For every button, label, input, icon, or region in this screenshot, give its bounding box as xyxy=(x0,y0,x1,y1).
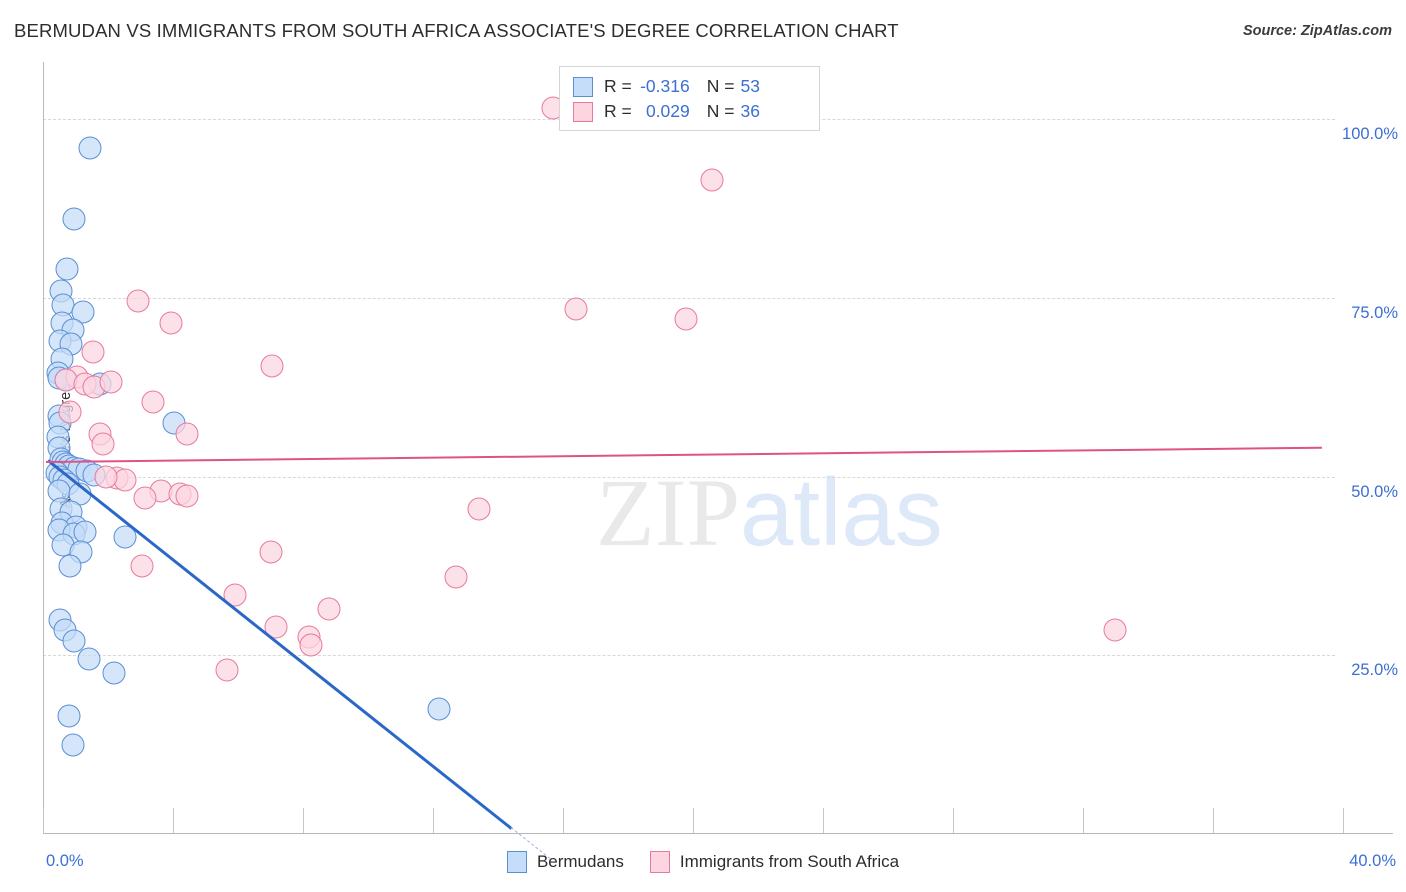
data-point[interactable] xyxy=(223,583,247,607)
data-point[interactable] xyxy=(1103,618,1127,642)
legend-label-bermudans: Bermudans xyxy=(536,852,624,871)
stats-r-label-bermudans: R = xyxy=(604,76,632,96)
data-point[interactable] xyxy=(58,554,82,578)
x-axis-tick xyxy=(1082,808,1084,833)
x-axis-tick xyxy=(1342,808,1344,833)
stats-n-value-south-africa: 36 xyxy=(740,101,760,121)
trendline-bermudans xyxy=(46,459,513,830)
stats-r-value-bermudans: -0.316 xyxy=(640,76,690,96)
gridline xyxy=(43,655,1335,657)
data-point[interactable] xyxy=(467,497,491,521)
stats-r-value-south-africa: 0.029 xyxy=(645,101,690,121)
stats-n-label-south-africa: N = xyxy=(706,101,735,121)
y-axis-tick-label: 50.0% xyxy=(1351,482,1398,501)
series-legend: Bermudans Immigrants from South Africa xyxy=(0,851,1406,873)
correlation-stats-legend: R = -0.316 N = 53 R = 0.029 N = 36 xyxy=(559,66,820,131)
zipatlas-watermark: ZIPatlas xyxy=(596,465,943,561)
data-point[interactable] xyxy=(175,422,199,446)
watermark-zip: ZIP xyxy=(596,459,740,566)
data-point[interactable] xyxy=(102,661,126,685)
data-point[interactable] xyxy=(57,704,81,728)
stats-swatch-bermudans xyxy=(573,76,593,97)
data-point[interactable] xyxy=(264,615,288,639)
data-point[interactable] xyxy=(259,540,283,564)
watermark-atlas: atlas xyxy=(740,459,943,566)
data-point[interactable] xyxy=(159,311,183,335)
legend-swatch-south-africa xyxy=(649,851,670,873)
data-point[interactable] xyxy=(674,307,698,331)
data-point[interactable] xyxy=(260,354,284,378)
trendline-south-africa xyxy=(46,446,1323,463)
data-point[interactable] xyxy=(81,340,105,363)
data-point[interactable] xyxy=(141,390,165,414)
y-axis-tick-label: 25.0% xyxy=(1351,661,1398,680)
x-axis-tick xyxy=(692,808,694,833)
data-point[interactable] xyxy=(62,629,86,653)
data-point[interactable] xyxy=(62,207,86,231)
legend-swatch-bermudans xyxy=(506,851,527,873)
x-axis-tick xyxy=(952,808,954,833)
data-point[interactable] xyxy=(55,257,79,281)
data-point[interactable] xyxy=(130,554,153,578)
data-point[interactable] xyxy=(133,486,157,510)
x-axis-label-min: 0.0% xyxy=(46,852,84,870)
data-point[interactable] xyxy=(91,432,115,456)
source-attribution: Source: ZipAtlas.com xyxy=(1242,23,1392,39)
gridline xyxy=(43,297,1335,299)
x-axis-tick xyxy=(822,808,824,833)
gridline xyxy=(43,476,1335,478)
page-title: BERMUDAN VS IMMIGRANTS FROM SOUTH AFRICA… xyxy=(14,20,899,41)
data-point[interactable] xyxy=(113,525,137,549)
data-point[interactable] xyxy=(99,370,123,394)
data-point[interactable] xyxy=(444,565,468,589)
data-point[interactable] xyxy=(175,484,199,508)
stats-swatch-south-africa xyxy=(573,101,593,122)
x-axis-tick xyxy=(43,808,44,833)
x-axis-tick xyxy=(172,808,174,833)
data-point[interactable] xyxy=(113,468,137,492)
data-point[interactable] xyxy=(77,647,101,671)
data-point[interactable] xyxy=(94,465,118,489)
x-axis-tick xyxy=(562,808,564,833)
data-point[interactable] xyxy=(427,697,451,721)
data-point[interactable] xyxy=(317,597,341,621)
legend-item-south-africa[interactable]: Immigrants from South Africa xyxy=(649,851,900,873)
data-point[interactable] xyxy=(126,289,150,313)
data-point[interactable] xyxy=(78,136,102,160)
stats-row-bermudans: R = -0.316 N = 53 xyxy=(573,74,806,99)
plot-area: ZIPatlas xyxy=(43,62,1335,860)
data-point[interactable] xyxy=(215,658,239,682)
legend-item-bermudans[interactable]: Bermudans xyxy=(506,851,624,873)
stats-r-label-south-africa: R = xyxy=(604,101,632,121)
y-axis-tick-label: 75.0% xyxy=(1351,303,1398,322)
data-point[interactable] xyxy=(61,733,85,757)
stats-n-value-bermudans: 53 xyxy=(740,76,760,96)
x-axis-label-max: 40.0% xyxy=(1349,852,1396,870)
stats-n-label-bermudans: N = xyxy=(706,76,735,96)
legend-label-south-africa: Immigrants from South Africa xyxy=(679,852,900,871)
data-point[interactable] xyxy=(58,400,82,424)
x-axis-tick xyxy=(432,808,434,833)
data-point[interactable] xyxy=(299,633,323,657)
y-axis-line xyxy=(43,62,44,834)
data-point[interactable] xyxy=(564,297,588,321)
x-axis-tick xyxy=(302,808,304,833)
x-axis-line xyxy=(43,833,1393,834)
stats-row-south-africa: R = 0.029 N = 36 xyxy=(573,99,806,124)
x-axis-tick xyxy=(1212,808,1214,833)
data-point[interactable] xyxy=(71,300,95,324)
data-point[interactable] xyxy=(700,168,724,192)
y-axis-tick-label: 100.0% xyxy=(1342,125,1398,144)
